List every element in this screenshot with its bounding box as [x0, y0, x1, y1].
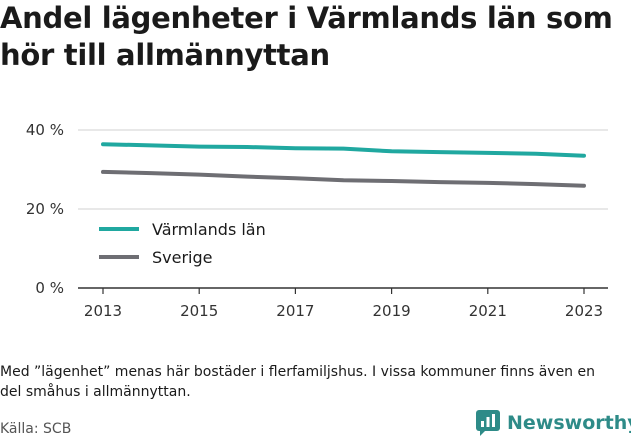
series-lines	[101, 142, 586, 188]
y-tick-label: 0 %	[35, 279, 64, 297]
x-tick-label: 2023	[565, 302, 603, 320]
series-line	[101, 169, 586, 188]
y-axis: 0 % 20 % 40 %	[26, 121, 64, 297]
grid-lines	[78, 129, 608, 289]
x-axis: 2013 2015 2017 2019 2021 2023	[84, 288, 603, 320]
footnote: Med ”lägenhet” menas här bostäder i fler…	[0, 364, 595, 400]
x-tick-label: 2017	[276, 302, 314, 320]
brand-name: Newsworthy	[507, 412, 631, 434]
chart-title: Andel lägenheter i Värmlands län som hör…	[0, 1, 613, 72]
source-label: Källa: SCB	[0, 421, 72, 437]
y-tick-label: 20 %	[26, 200, 64, 218]
legend-label: Värmlands län	[152, 220, 266, 239]
bar-chart-speech-icon	[476, 410, 500, 436]
y-tick-label: 40 %	[26, 121, 64, 139]
brand-logo: Newsworthy	[476, 408, 631, 438]
line-chart: 0 % 20 % 40 % 2013 2015 2017 2019 2021 2023 Vär…	[26, 121, 608, 320]
x-tick-label: 2013	[84, 302, 122, 320]
legend-label: Sverige	[152, 248, 213, 267]
x-tick-label: 2021	[469, 302, 507, 320]
x-tick-label: 2015	[180, 302, 218, 320]
legend: Värmlands län Sverige	[99, 220, 266, 267]
x-tick-label: 2019	[373, 302, 411, 320]
series-line	[101, 142, 586, 158]
